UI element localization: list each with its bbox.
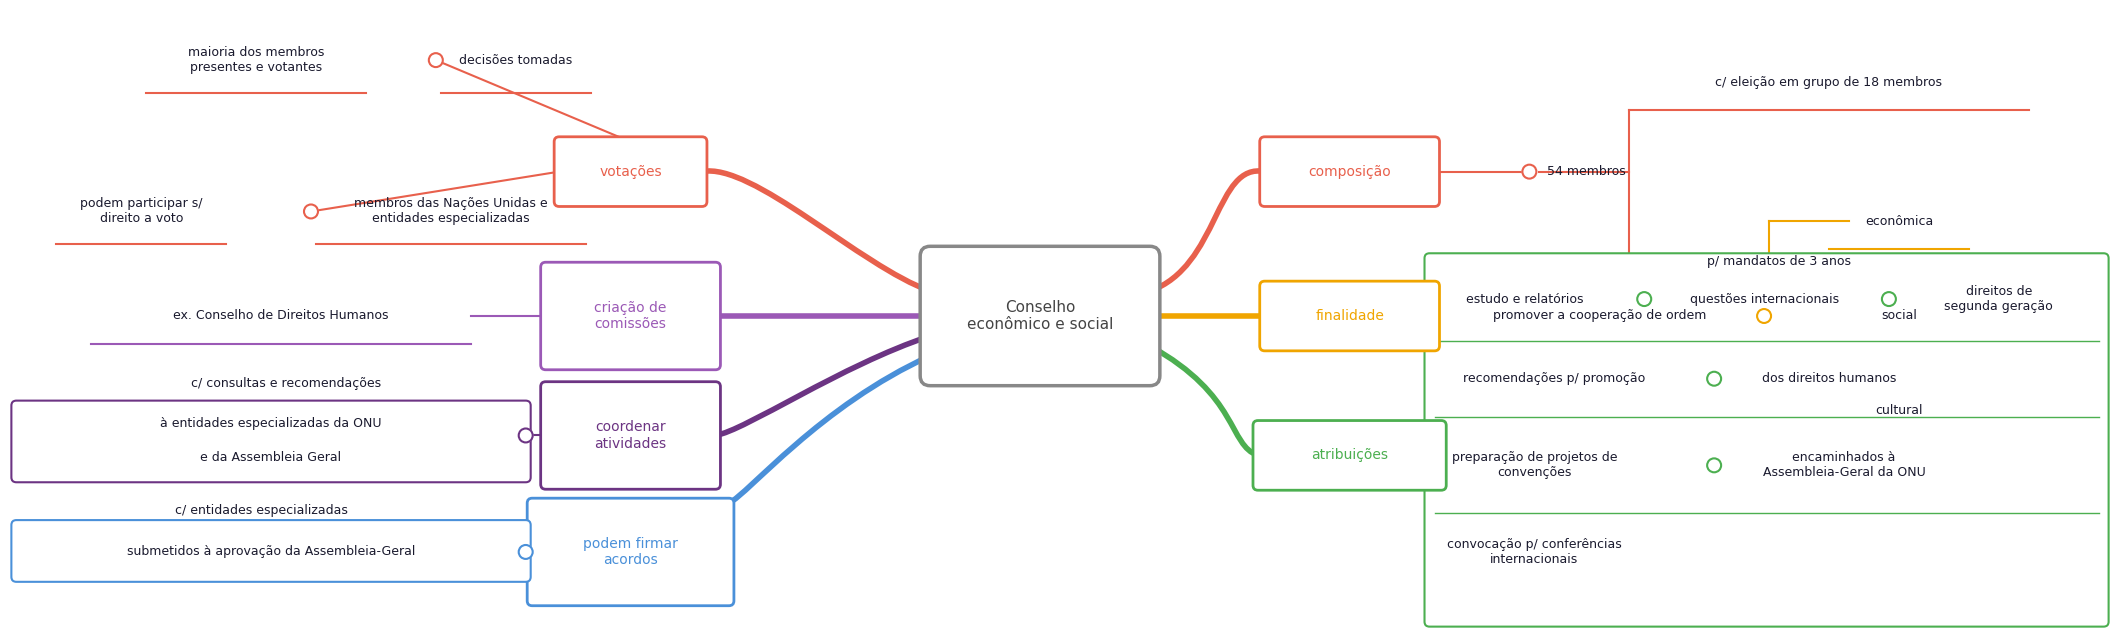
- Text: estudo e relatórios: estudo e relatórios: [1465, 293, 1583, 305]
- Text: submetidos à aprovação da Assembleia-Geral: submetidos à aprovação da Assembleia-Ger…: [127, 545, 416, 558]
- Text: finalidade: finalidade: [1315, 309, 1385, 323]
- Text: encaminhados à
Assembleia-Geral da ONU: encaminhados à Assembleia-Geral da ONU: [1763, 451, 1925, 480]
- Text: atribuições: atribuições: [1311, 449, 1389, 463]
- Text: recomendações p/ promoção: recomendações p/ promoção: [1463, 372, 1644, 385]
- Text: membros das Nações Unidas e
entidades especializadas: membros das Nações Unidas e entidades es…: [355, 198, 547, 225]
- Text: Conselho
econômico e social: Conselho econômico e social: [967, 300, 1112, 332]
- Text: criação de
comissões: criação de comissões: [595, 301, 667, 331]
- Circle shape: [1638, 292, 1651, 306]
- Text: composição: composição: [1309, 165, 1391, 179]
- Text: e da Assembleia Geral: e da Assembleia Geral: [201, 451, 342, 464]
- FancyBboxPatch shape: [1260, 137, 1440, 206]
- Text: dos direitos humanos: dos direitos humanos: [1763, 372, 1896, 385]
- Text: c/ consultas e recomendações: c/ consultas e recomendações: [190, 377, 382, 390]
- Circle shape: [1881, 292, 1896, 306]
- Text: preparação de projetos de
convenções: preparação de projetos de convenções: [1452, 451, 1617, 480]
- Text: cultural: cultural: [1875, 404, 1923, 417]
- FancyBboxPatch shape: [1425, 253, 2109, 627]
- Text: econômica: econômica: [1864, 215, 1934, 228]
- FancyBboxPatch shape: [11, 401, 530, 482]
- Text: c/ eleição em grupo de 18 membros: c/ eleição em grupo de 18 membros: [1716, 76, 1942, 88]
- FancyBboxPatch shape: [540, 382, 720, 489]
- Text: direitos de
segunda geração: direitos de segunda geração: [1944, 285, 2054, 313]
- Circle shape: [304, 204, 319, 218]
- Text: 54 membros: 54 membros: [1547, 165, 1625, 178]
- Text: social: social: [1881, 309, 1917, 322]
- Text: decisões tomadas: decisões tomadas: [458, 54, 572, 67]
- Circle shape: [1708, 372, 1720, 386]
- Text: ex. Conselho de Direitos Humanos: ex. Conselho de Direitos Humanos: [173, 309, 388, 322]
- FancyBboxPatch shape: [11, 520, 530, 582]
- Circle shape: [429, 53, 443, 67]
- FancyBboxPatch shape: [1260, 281, 1440, 351]
- Text: maioria dos membros
presentes e votantes: maioria dos membros presentes e votantes: [188, 46, 325, 74]
- FancyBboxPatch shape: [1254, 420, 1446, 490]
- Text: p/ mandatos de 3 anos: p/ mandatos de 3 anos: [1708, 255, 1851, 268]
- FancyBboxPatch shape: [528, 498, 735, 606]
- Text: votações: votações: [600, 165, 663, 179]
- Text: coordenar
atividades: coordenar atividades: [595, 420, 667, 451]
- Text: à entidades especializadas da ONU: à entidades especializadas da ONU: [160, 417, 382, 430]
- Circle shape: [1708, 458, 1720, 473]
- Text: podem firmar
acordos: podem firmar acordos: [583, 537, 678, 567]
- Circle shape: [519, 545, 532, 559]
- Circle shape: [519, 428, 532, 442]
- Text: convocação p/ conferências
internacionais: convocação p/ conferências internacionai…: [1446, 538, 1621, 566]
- Text: podem participar s/
direito a voto: podem participar s/ direito a voto: [80, 198, 203, 225]
- Circle shape: [1756, 309, 1771, 323]
- Text: c/ entidades especializadas: c/ entidades especializadas: [175, 504, 348, 517]
- Text: questões internacionais: questões internacionais: [1689, 293, 1839, 305]
- Circle shape: [1522, 165, 1537, 179]
- FancyBboxPatch shape: [540, 262, 720, 370]
- Text: promover a cooperação de ordem: promover a cooperação de ordem: [1492, 309, 1706, 322]
- FancyBboxPatch shape: [555, 137, 707, 206]
- FancyBboxPatch shape: [920, 246, 1159, 386]
